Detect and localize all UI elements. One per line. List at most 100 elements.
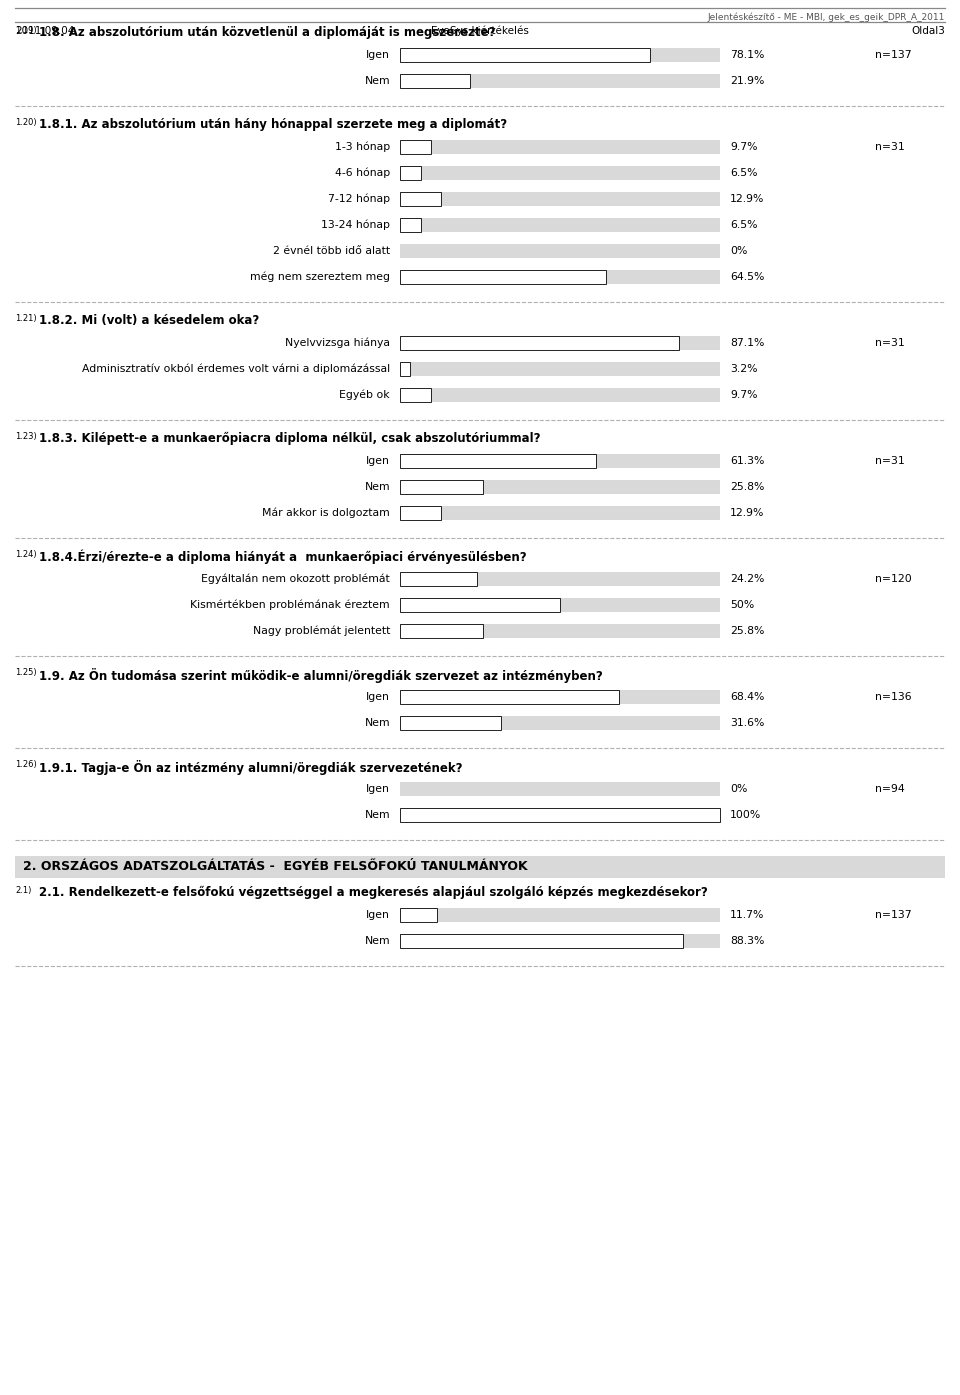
Text: 1.21): 1.21) [15,314,36,324]
Text: 1.23): 1.23) [15,432,36,441]
Bar [400,935,683,949]
Text: n=136: n=136 [875,692,912,702]
Bar [15,857,945,877]
Bar [400,218,720,232]
Text: 1.8.2. Mi (volt) a késedelem oka?: 1.8.2. Mi (volt) a késedelem oka? [39,314,259,326]
Bar [400,808,720,822]
Text: Igen: Igen [366,50,390,60]
Text: Nem: Nem [365,810,390,820]
Text: Oldal3: Oldal3 [911,27,945,36]
Text: 1.25): 1.25) [15,668,36,677]
Text: 24.2%: 24.2% [730,573,764,585]
Text: Már akkor is dolgoztam: Már akkor is dolgoztam [262,508,390,519]
Text: Nem: Nem [365,483,390,492]
Text: 68.4%: 68.4% [730,692,764,702]
Text: 61.3%: 61.3% [730,456,764,466]
Bar [400,598,720,612]
Text: Nem: Nem [365,75,390,86]
Bar [400,74,720,88]
Text: Egyáltalán nem okozott problémát: Egyáltalán nem okozott problémát [202,573,390,585]
Text: Nem: Nem [365,936,390,946]
Bar [400,506,720,520]
Text: 100%: 100% [730,810,761,820]
Bar [400,193,442,206]
Bar [400,361,410,377]
Bar [400,166,420,180]
Bar [400,598,560,612]
Bar [400,624,483,638]
Text: 9.7%: 9.7% [730,142,757,152]
Text: 0%: 0% [730,784,748,794]
Bar [400,908,720,922]
Bar [400,47,720,61]
Text: Jelentéskészítő - ME - MBI, gek_es_geik_DPR_A_2011: Jelentéskészítő - ME - MBI, gek_es_geik_… [708,13,945,21]
Text: 13-24 hónap: 13-24 hónap [321,220,390,230]
Bar [400,74,470,88]
Text: 2. ORSZÁGOS ADATSZOLGÁLTATÁS -  EGYÉB FELSŐFOKÚ TANULMÁNYOK: 2. ORSZÁGOS ADATSZOLGÁLTATÁS - EGYÉB FEL… [23,861,528,873]
Bar [400,140,720,153]
Bar [400,480,720,494]
Bar [400,244,720,258]
Text: Kismértékben problémának éreztem: Kismértékben problémának éreztem [190,600,390,610]
Text: n=31: n=31 [875,338,904,347]
Text: 1-3 hónap: 1-3 hónap [335,142,390,152]
Text: 2.1): 2.1) [15,886,32,896]
Text: 1.8.1. Az abszolutórium után hány hónappal szerzete meg a diplomát?: 1.8.1. Az abszolutórium után hány hónapp… [39,119,507,131]
Text: 12.9%: 12.9% [730,508,764,518]
Text: n=120: n=120 [875,573,912,585]
Bar [400,336,720,350]
Text: Egyéb ok: Egyéb ok [340,389,390,400]
Bar [400,336,679,350]
Bar [400,193,720,206]
Text: 78.1%: 78.1% [730,50,764,60]
Bar [400,388,720,402]
Text: Nyelvvizsga hiánya: Nyelvvizsga hiánya [285,338,390,349]
Bar [400,808,720,822]
Text: Igen: Igen [366,692,390,702]
Text: 25.8%: 25.8% [730,626,764,636]
Text: 1.8. Az abszolutórium után közvetlenül a diplomáját is megszerezte?: 1.8. Az abszolutórium után közvetlenül a… [39,27,495,39]
Text: n=137: n=137 [875,910,912,919]
Text: 64.5%: 64.5% [730,272,764,282]
Text: 1.8.3. Kilépett-e a munkaerőpiacra diploma nélkül, csak abszolutóriummal?: 1.8.3. Kilépett-e a munkaerőpiacra diplo… [39,432,540,445]
Text: 1.9. Az Ön tudomása szerint működik-e alumni/öregdiák szervezet az intézményben?: 1.9. Az Ön tudomása szerint működik-e al… [39,668,603,684]
Bar [400,453,720,467]
Text: 3.2%: 3.2% [730,364,757,374]
Text: n=31: n=31 [875,142,904,152]
Bar [400,624,720,638]
Bar [400,388,431,402]
Text: 1.24): 1.24) [15,550,36,559]
Text: 2.1. Rendelkezett-e felsőfokú végzettséggel a megkeresés alapjául szolgáló képzé: 2.1. Rendelkezett-e felsőfokú végzettség… [39,886,708,900]
Bar [400,783,720,797]
Text: n=137: n=137 [875,50,912,60]
Text: 4-6 hónap: 4-6 hónap [335,167,390,179]
Text: Adminisztratív okból érdemes volt várni a diplomázással: Adminisztratív okból érdemes volt várni … [82,364,390,374]
Text: Nagy problémát jelentett: Nagy problémát jelentett [252,626,390,636]
Text: n=94: n=94 [875,784,904,794]
Bar [400,716,501,730]
Text: 88.3%: 88.3% [730,936,764,946]
Text: 87.1%: 87.1% [730,338,764,347]
Bar [400,361,720,377]
Text: 6.5%: 6.5% [730,220,757,230]
Text: 31.6%: 31.6% [730,718,764,728]
Text: 0%: 0% [730,246,748,257]
Text: 2 évnél több idő alatt: 2 évnél több idő alatt [273,246,390,257]
Bar [400,140,431,153]
Text: 12.9%: 12.9% [730,194,764,204]
Text: 11.7%: 11.7% [730,910,764,919]
Text: 6.5%: 6.5% [730,167,757,179]
Text: 1.19): 1.19) [15,27,36,35]
Text: 50%: 50% [730,600,755,610]
Text: még nem szereztem meg: még nem szereztem meg [250,272,390,282]
Bar [400,166,720,180]
Bar [400,935,720,949]
Text: 1.20): 1.20) [15,119,36,127]
Text: EvaSys kiértékelés: EvaSys kiértékelés [431,27,529,36]
Text: Nem: Nem [365,718,390,728]
Text: 7-12 hónap: 7-12 hónap [328,194,390,204]
Bar [400,480,483,494]
Bar [400,506,442,520]
Bar [400,908,438,922]
Bar [400,271,720,285]
